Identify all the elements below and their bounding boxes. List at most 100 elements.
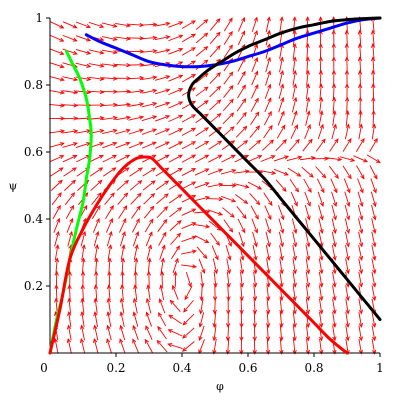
arrow-head	[345, 255, 350, 261]
arrow-shaft	[306, 70, 309, 86]
arrow-shaft	[88, 63, 104, 67]
arrow-head	[56, 204, 61, 210]
arrow-head	[164, 180, 170, 185]
direction-arrow	[252, 231, 258, 248]
arrow-shaft	[250, 98, 259, 112]
arrow-head	[319, 201, 324, 207]
direction-arrow	[106, 217, 113, 233]
arrow-shaft	[292, 258, 296, 274]
direction-arrow	[331, 191, 338, 208]
arrow-shaft	[62, 130, 78, 134]
arrow-shaft	[194, 154, 209, 163]
arrow-head	[216, 72, 221, 77]
arrow-head	[106, 338, 111, 344]
arrow-shaft	[292, 231, 297, 247]
arrow-head	[201, 268, 206, 274]
arrow-shaft	[68, 325, 72, 341]
arrow-head	[216, 99, 222, 104]
direction-arrow	[225, 338, 231, 355]
arrow-head	[229, 85, 234, 90]
arrow-head	[332, 309, 337, 315]
direction-arrow	[198, 339, 205, 355]
direction-arrow	[345, 258, 350, 275]
direction-arrow	[158, 298, 166, 314]
direction-arrow	[292, 338, 297, 355]
arrow-shaft	[292, 271, 296, 287]
direction-arrow	[199, 285, 204, 302]
arrow-head	[178, 88, 184, 93]
direction-arrow	[226, 271, 231, 288]
arrow-shaft	[209, 32, 221, 45]
arrow-head	[132, 297, 138, 303]
arrow-head	[168, 314, 174, 319]
arrow-head	[109, 205, 114, 210]
direction-arrow	[159, 270, 165, 287]
arrow-head	[121, 244, 126, 250]
direction-arrow	[49, 142, 65, 148]
arrow-shaft	[158, 312, 167, 327]
arrow-shaft	[101, 117, 117, 120]
direction-arrow	[304, 191, 311, 207]
direction-arrow	[93, 311, 98, 327]
arrow-head	[345, 215, 351, 221]
arrow-shaft	[227, 325, 230, 341]
direction-arrow	[358, 325, 364, 342]
direction-arrow	[252, 285, 258, 302]
arrow-head	[372, 322, 377, 328]
arrow-shaft	[299, 157, 315, 161]
arrow-shaft	[263, 125, 273, 139]
direction-arrow	[88, 49, 105, 55]
arrow-shaft	[319, 70, 322, 86]
arrow-shaft	[62, 76, 78, 81]
arrow-head	[239, 269, 245, 275]
arrow-shaft	[129, 167, 143, 177]
direction-arrow	[318, 271, 324, 288]
arrow-shaft	[240, 298, 243, 314]
arrow-head	[86, 37, 92, 42]
arrow-head	[125, 141, 131, 146]
direction-arrow	[49, 76, 65, 82]
arrow-head	[370, 29, 376, 35]
arrow-head	[332, 296, 337, 302]
arrow-shaft	[212, 258, 218, 274]
direction-arrow	[344, 218, 351, 235]
arrow-head	[359, 202, 364, 208]
arrow-head	[178, 141, 184, 146]
arrow-shaft	[344, 204, 350, 220]
arrow-shaft	[131, 218, 140, 233]
direction-arrow	[233, 169, 250, 174]
arrow-head	[358, 255, 364, 261]
direction-arrow	[286, 155, 303, 161]
arrow-head	[292, 309, 297, 315]
direction-arrow	[371, 123, 377, 140]
arrow-head	[279, 309, 284, 315]
arrow-shaft	[207, 209, 223, 216]
direction-arrow	[304, 123, 311, 140]
direction-arrow	[50, 167, 64, 177]
direction-arrow	[356, 165, 365, 180]
arrow-head	[265, 336, 271, 342]
direction-arrow	[343, 178, 351, 194]
direction-arrow	[279, 325, 284, 342]
arrow-head	[306, 255, 311, 261]
arrow-shaft	[199, 312, 205, 327]
arrow-shaft	[332, 271, 336, 287]
arrow-shaft	[237, 71, 246, 86]
arrow-shaft	[115, 154, 130, 163]
arrow-shaft	[223, 44, 233, 59]
arrow-shaft	[62, 21, 77, 29]
direction-arrow	[223, 30, 233, 45]
arrow-head	[319, 336, 324, 342]
arrow-head	[292, 43, 297, 48]
x-tick-label: 0.8	[304, 361, 323, 375]
direction-arrow	[106, 338, 112, 354]
direction-arrow	[247, 181, 263, 190]
arrow-head	[125, 128, 131, 133]
arrow-shaft	[168, 48, 183, 55]
arrow-shaft	[141, 37, 157, 40]
direction-arrow	[194, 195, 211, 202]
direction-arrow	[198, 325, 205, 342]
direction-arrow	[181, 127, 197, 136]
direction-arrow	[49, 129, 66, 134]
arrow-shaft	[332, 97, 335, 113]
